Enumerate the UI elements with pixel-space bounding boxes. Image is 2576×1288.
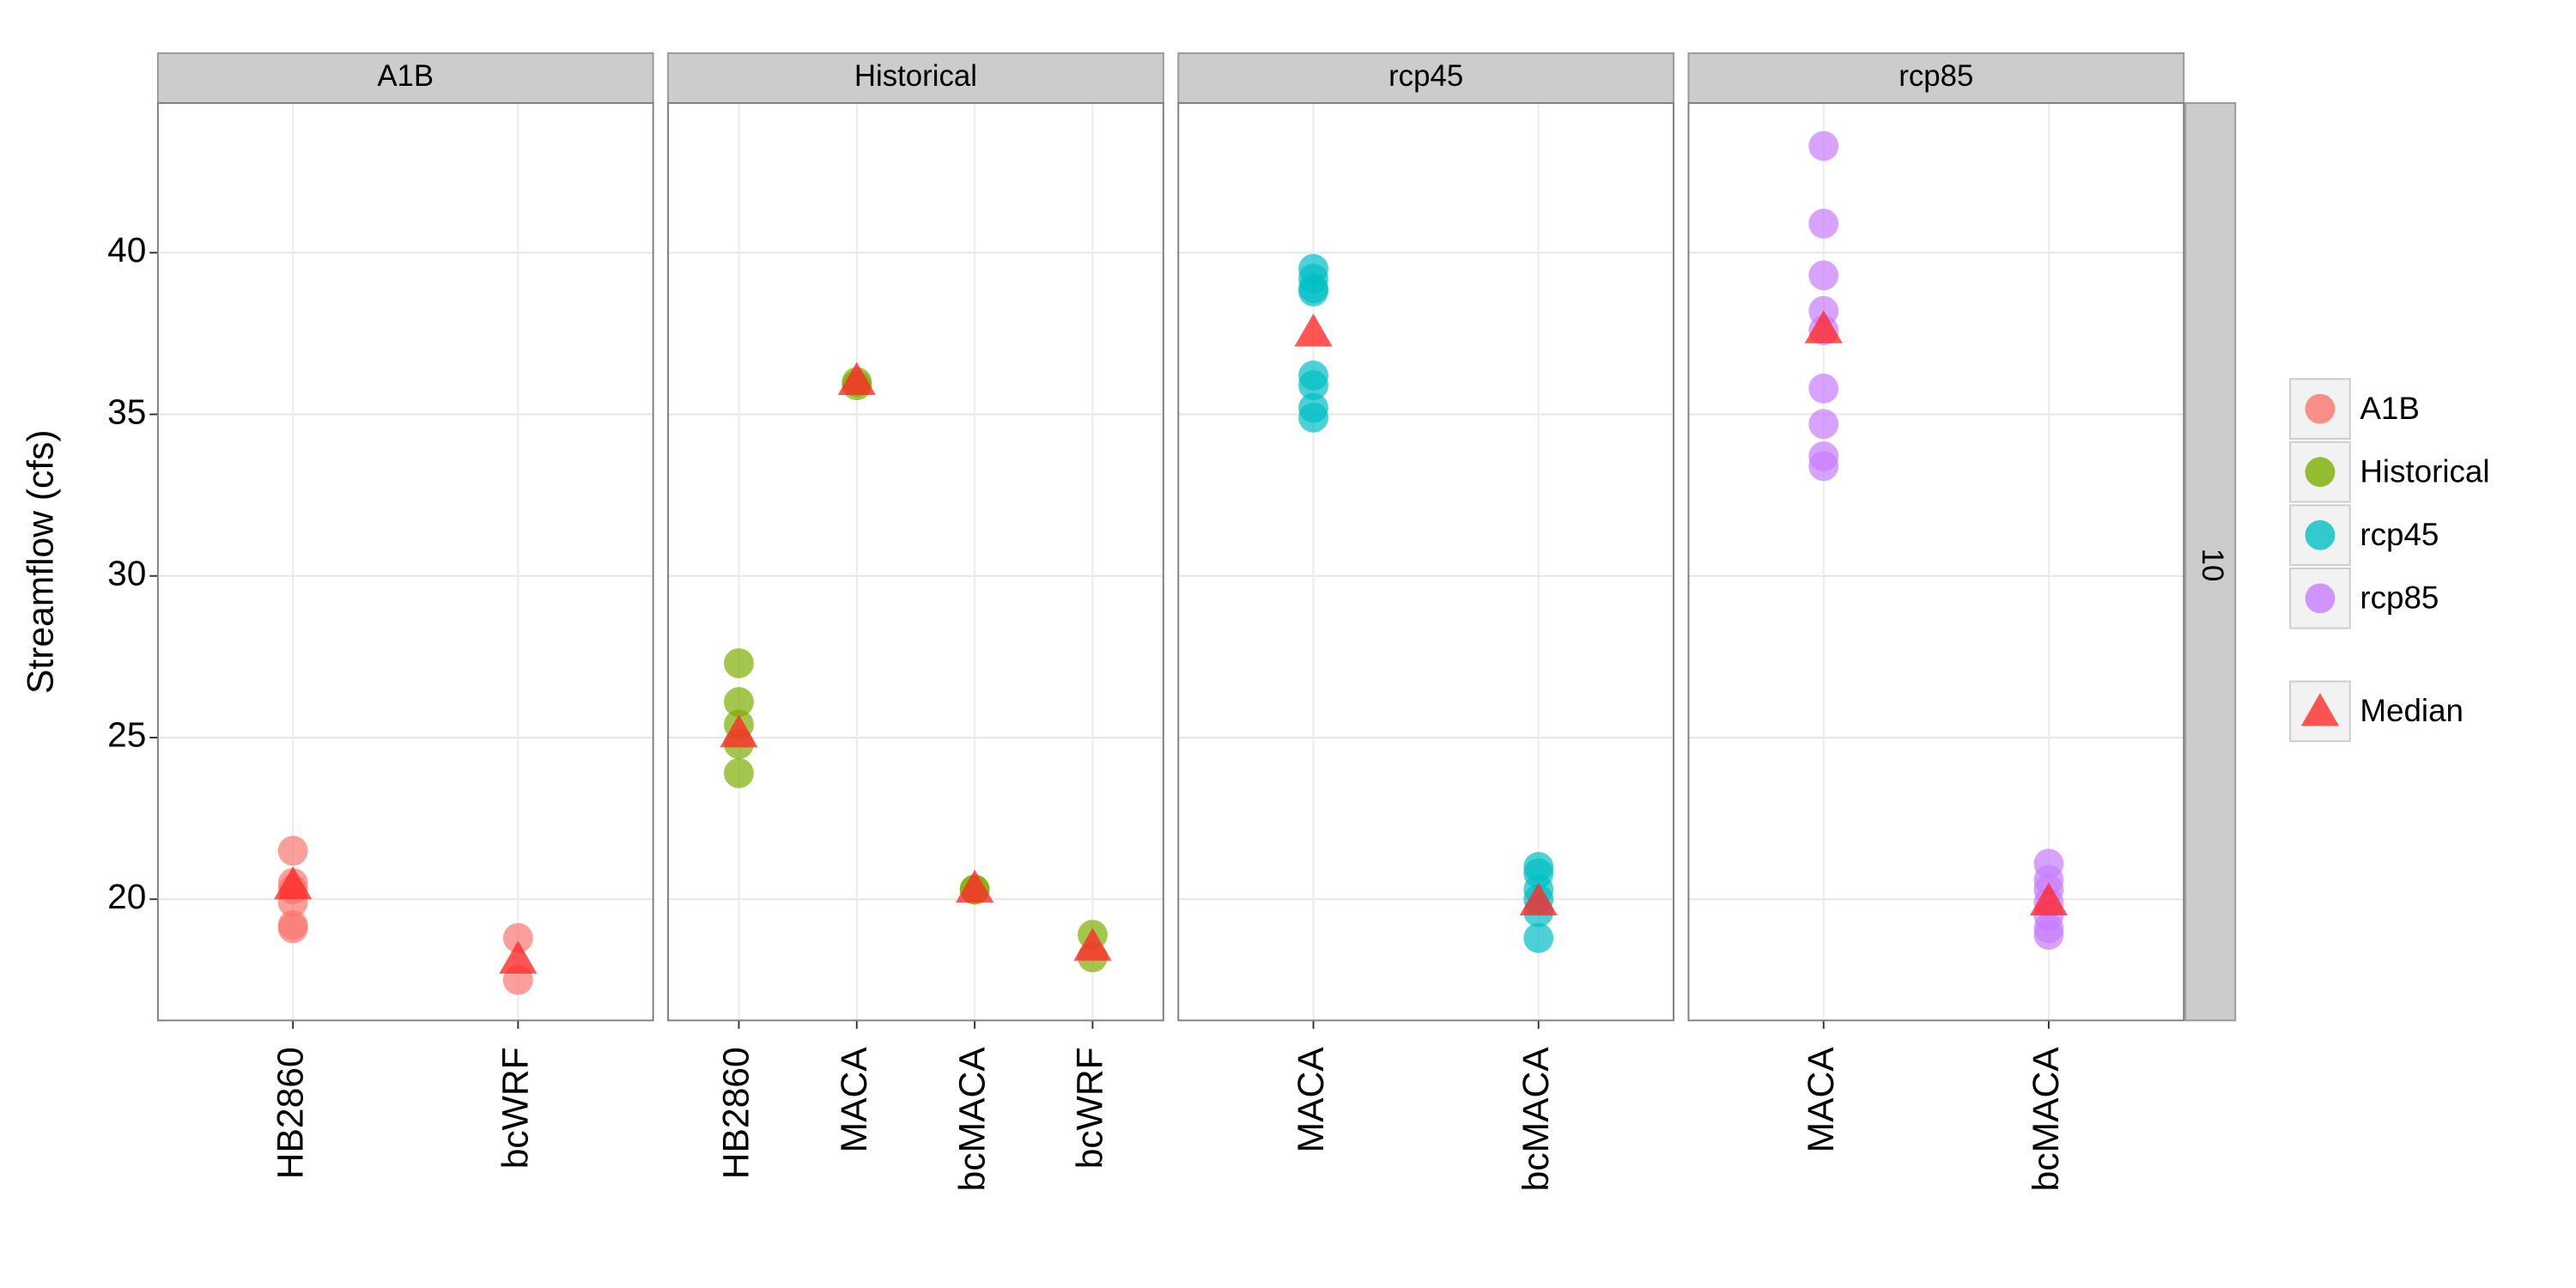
- point: [1298, 402, 1328, 433]
- point: [724, 647, 754, 678]
- point: [1298, 276, 1328, 307]
- x-tick-label: bcWRF: [1070, 1047, 1111, 1169]
- median-marker: [499, 940, 538, 974]
- median-marker: [1294, 313, 1333, 347]
- panel-border: [667, 102, 1164, 1022]
- legend-label: rcp85: [2360, 580, 2439, 615]
- point: [1298, 370, 1328, 401]
- x-tick-label: MACA: [1801, 1047, 1842, 1153]
- legend-label: Historical: [2360, 453, 2489, 489]
- point: [724, 757, 754, 788]
- point: [502, 922, 533, 953]
- y-tick-label: 30: [107, 553, 146, 592]
- panel: [1178, 103, 1674, 1021]
- x-tick-label: bcMACA: [951, 1047, 993, 1192]
- x-tick-label: MACA: [1291, 1047, 1332, 1153]
- legend-symbol: [2305, 393, 2336, 424]
- legend-label: Median: [2360, 693, 2464, 728]
- median-marker: [2029, 882, 2068, 916]
- y-tick-label: 35: [107, 392, 146, 431]
- strip: [1687, 52, 2185, 104]
- point: [1523, 922, 1554, 953]
- panel-border: [156, 102, 654, 1022]
- strip: [156, 52, 654, 104]
- point: [2033, 920, 2064, 951]
- row-strip-label: 10: [2196, 549, 2229, 582]
- panel-border: [1177, 102, 1674, 1022]
- point: [1808, 131, 1839, 161]
- facet-title: Historical: [854, 59, 977, 93]
- x-tick-label: HB2860: [716, 1047, 757, 1179]
- strip: [1177, 52, 1674, 104]
- x-tick-label: MACA: [834, 1047, 875, 1153]
- median-marker: [1073, 927, 1112, 961]
- row-strip: [2184, 102, 2237, 1022]
- x-tick-label: bcMACA: [2026, 1047, 2067, 1192]
- panel: [668, 103, 1163, 1021]
- point: [1808, 451, 1839, 482]
- panel: [157, 103, 653, 1021]
- y-tick-label: 25: [107, 715, 146, 755]
- point: [1808, 260, 1839, 291]
- facet-title: rcp45: [1388, 59, 1463, 93]
- point: [1808, 409, 1839, 440]
- legend-symbol: [2305, 457, 2336, 488]
- point: [277, 835, 308, 866]
- point: [1808, 373, 1839, 404]
- median-marker: [720, 714, 758, 748]
- median-marker: [1519, 882, 1558, 916]
- median-marker: [1804, 310, 1843, 343]
- y-tick-label: 20: [107, 877, 146, 916]
- point: [724, 687, 754, 717]
- point: [277, 909, 308, 940]
- panel: [1688, 103, 2184, 1021]
- x-tick-label: HB2860: [270, 1047, 311, 1179]
- legend-symbol: [2300, 693, 2339, 726]
- y-axis-label: Streamflow (cfs): [21, 429, 62, 694]
- x-tick-label: bcWRF: [495, 1047, 537, 1169]
- median-marker: [837, 361, 876, 395]
- legend-label: rcp45: [2360, 517, 2439, 552]
- panel-border: [1687, 102, 2185, 1022]
- legend-symbol: [2305, 519, 2336, 550]
- legend-symbol: [2305, 583, 2336, 614]
- y-tick-label: 40: [107, 230, 146, 270]
- median-marker: [274, 866, 313, 900]
- x-tick-label: bcMACA: [1516, 1047, 1557, 1192]
- facet-title: rcp85: [1899, 59, 1973, 93]
- median-marker: [956, 869, 994, 903]
- legend-label: A1B: [2360, 391, 2419, 426]
- facet-title: A1B: [377, 59, 434, 93]
- point: [1808, 208, 1839, 239]
